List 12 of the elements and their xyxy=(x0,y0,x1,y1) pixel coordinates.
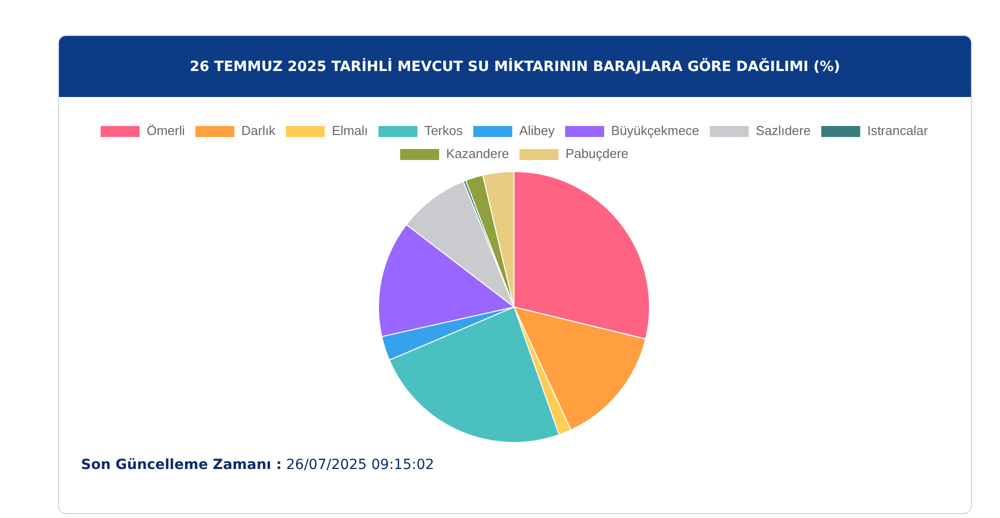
legend-label: Istrancalar xyxy=(867,123,929,138)
legend-label: Büyükçekmece xyxy=(611,123,700,138)
chart-title: 26 TEMMUZ 2025 TARİHLİ MEVCUT SU MİKTARININ BARAJLARA GÖRE DAĞILIMI (%) xyxy=(59,36,971,97)
legend-label: Alibey xyxy=(519,123,556,138)
legend-label: Sazlıdere xyxy=(756,123,811,138)
legend-label: Elmalı xyxy=(332,123,368,138)
legend-label: Pabuçdere xyxy=(566,146,628,162)
legend-label: Darlık xyxy=(241,123,276,138)
legend-label: Kazandere xyxy=(446,146,510,162)
legend-label: Terkos xyxy=(424,123,464,138)
text: Son Güncelleme Zamanı : 26/07/2025 09:15:02 xyxy=(81,457,436,473)
legend-label: Ömerli xyxy=(146,123,185,138)
